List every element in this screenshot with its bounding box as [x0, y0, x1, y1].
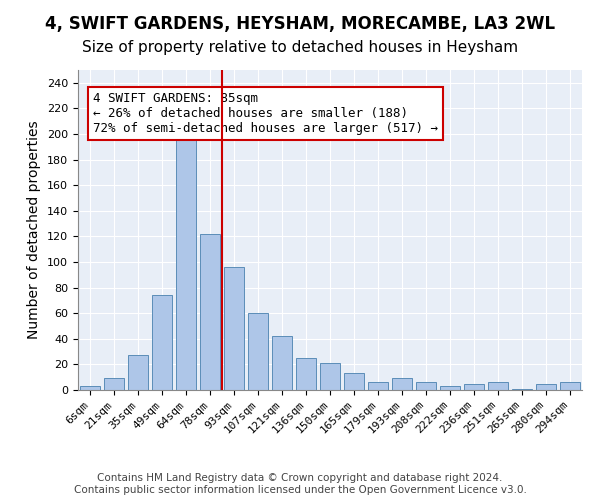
- Bar: [560, 382, 580, 390]
- Bar: [248, 313, 268, 390]
- Text: Contains HM Land Registry data © Crown copyright and database right 2024.
Contai: Contains HM Land Registry data © Crown c…: [74, 474, 526, 495]
- Text: Size of property relative to detached houses in Heysham: Size of property relative to detached ho…: [82, 40, 518, 55]
- Bar: [368, 382, 388, 390]
- Bar: [152, 296, 172, 390]
- Bar: [320, 363, 340, 390]
- Bar: [416, 382, 436, 390]
- Bar: [464, 384, 484, 390]
- Bar: [128, 356, 148, 390]
- Bar: [512, 388, 532, 390]
- Bar: [392, 378, 412, 390]
- Y-axis label: Number of detached properties: Number of detached properties: [28, 120, 41, 340]
- Bar: [296, 358, 316, 390]
- Bar: [272, 336, 292, 390]
- Bar: [200, 234, 220, 390]
- Bar: [80, 386, 100, 390]
- Text: 4, SWIFT GARDENS, HEYSHAM, MORECAMBE, LA3 2WL: 4, SWIFT GARDENS, HEYSHAM, MORECAMBE, LA…: [45, 15, 555, 33]
- Bar: [224, 267, 244, 390]
- Bar: [176, 136, 196, 390]
- Bar: [344, 374, 364, 390]
- Bar: [104, 378, 124, 390]
- Bar: [440, 386, 460, 390]
- Bar: [488, 382, 508, 390]
- Text: 4 SWIFT GARDENS: 85sqm
← 26% of detached houses are smaller (188)
72% of semi-de: 4 SWIFT GARDENS: 85sqm ← 26% of detached…: [93, 92, 438, 136]
- Bar: [536, 384, 556, 390]
